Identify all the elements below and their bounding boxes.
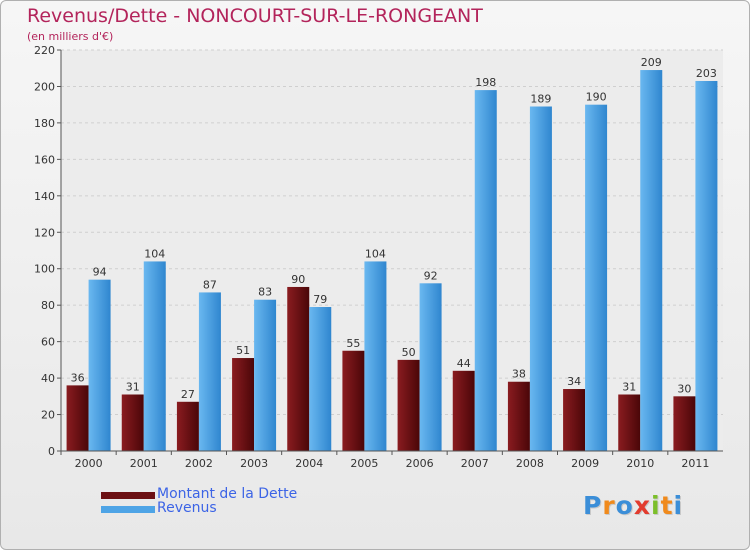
data-label-revenus: 87 [203,278,217,291]
data-label-dette: 34 [567,375,581,388]
bar-revenus [364,261,387,451]
data-label-revenus: 94 [93,266,107,279]
data-label-dette: 31 [126,380,140,393]
x-tick-label: 2010 [626,457,654,470]
legend-label-revenus: Revenus [157,500,217,516]
bar-revenus [419,283,442,451]
bar-dette [452,370,475,451]
y-tick-label: 100 [34,263,55,276]
y-tick-label: 60 [41,336,55,349]
data-label-dette: 44 [457,357,471,370]
bar-revenus [88,279,111,451]
bar-revenus [254,299,277,451]
logo-letter: t [660,491,674,520]
data-label-dette: 36 [71,371,85,384]
x-tick-label: 2007 [461,457,489,470]
bar-dette [232,358,255,451]
logo-letter: r [602,491,616,520]
bar-revenus [198,292,221,451]
data-label-dette: 50 [402,346,416,359]
legend-swatch-revenus [101,506,155,513]
bar-revenus [585,104,608,451]
bar-dette [66,385,89,451]
x-tick-label: 2000 [75,457,103,470]
data-label-dette: 51 [236,344,250,357]
data-label-revenus: 79 [313,293,327,306]
plot-area [61,50,723,451]
y-tick-label: 0 [48,445,55,458]
x-tick-label: 2001 [130,457,158,470]
x-tick-label: 2008 [516,457,544,470]
x-tick-label: 2011 [681,457,709,470]
data-label-dette: 27 [181,388,195,401]
proxiti-logo: Proxiti [583,491,683,520]
data-label-revenus: 190 [586,91,607,104]
y-tick-label: 180 [34,117,55,130]
y-tick-label: 160 [34,153,55,166]
x-tick-label: 2002 [185,457,213,470]
y-tick-label: 200 [34,80,55,93]
bar-revenus [309,307,332,451]
y-tick-label: 140 [34,190,55,203]
bar-revenus [474,90,497,451]
y-tick-label: 120 [34,226,55,239]
x-tick-label: 2003 [240,457,268,470]
bar-dette [176,401,199,451]
bar-dette [342,350,365,451]
bar-dette [563,389,586,451]
logo-letter: o [615,491,634,520]
data-label-revenus: 92 [424,269,438,282]
bar-revenus [640,70,663,452]
x-tick-label: 2009 [571,457,599,470]
data-label-revenus: 198 [475,76,496,89]
data-label-dette: 30 [677,382,691,395]
data-label-revenus: 209 [641,56,662,69]
x-tick-label: 2005 [350,457,378,470]
data-label-revenus: 104 [144,247,165,260]
data-label-dette: 55 [346,337,360,350]
y-tick-label: 220 [34,44,55,57]
x-tick-label: 2004 [295,457,323,470]
y-tick-label: 20 [41,409,55,422]
legend-label-dette: Montant de la Dette [157,486,298,502]
legend-swatch-dette [101,492,155,499]
data-label-revenus: 203 [696,67,717,80]
logo-letter: i [651,491,661,520]
bar-dette [121,394,144,451]
data-label-revenus: 104 [365,247,386,260]
data-label-revenus: 83 [258,286,272,299]
logo-letter: P [583,491,603,520]
data-label-dette: 31 [622,380,636,393]
bar-dette [618,394,641,451]
bar-dette [507,381,530,451]
data-label-dette: 38 [512,368,526,381]
logo-letter: i [673,491,684,520]
x-tick-label: 2006 [406,457,434,470]
bar-dette [673,396,696,451]
bar-dette [397,359,420,451]
bar-dette [287,286,310,451]
logo-letter: x [633,491,651,520]
data-label-revenus: 189 [530,93,551,106]
chart-title: Revenus/Dette - NONCOURT-SUR-LE-RONGEANT [27,5,483,27]
y-tick-label: 40 [41,372,55,385]
bar-revenus [695,80,718,452]
bar-revenus [143,261,166,451]
bar-revenus [529,106,552,451]
chart-subtitle: (en milliers d'€) [27,30,114,43]
y-tick-label: 80 [41,299,55,312]
data-label-dette: 90 [291,273,305,286]
